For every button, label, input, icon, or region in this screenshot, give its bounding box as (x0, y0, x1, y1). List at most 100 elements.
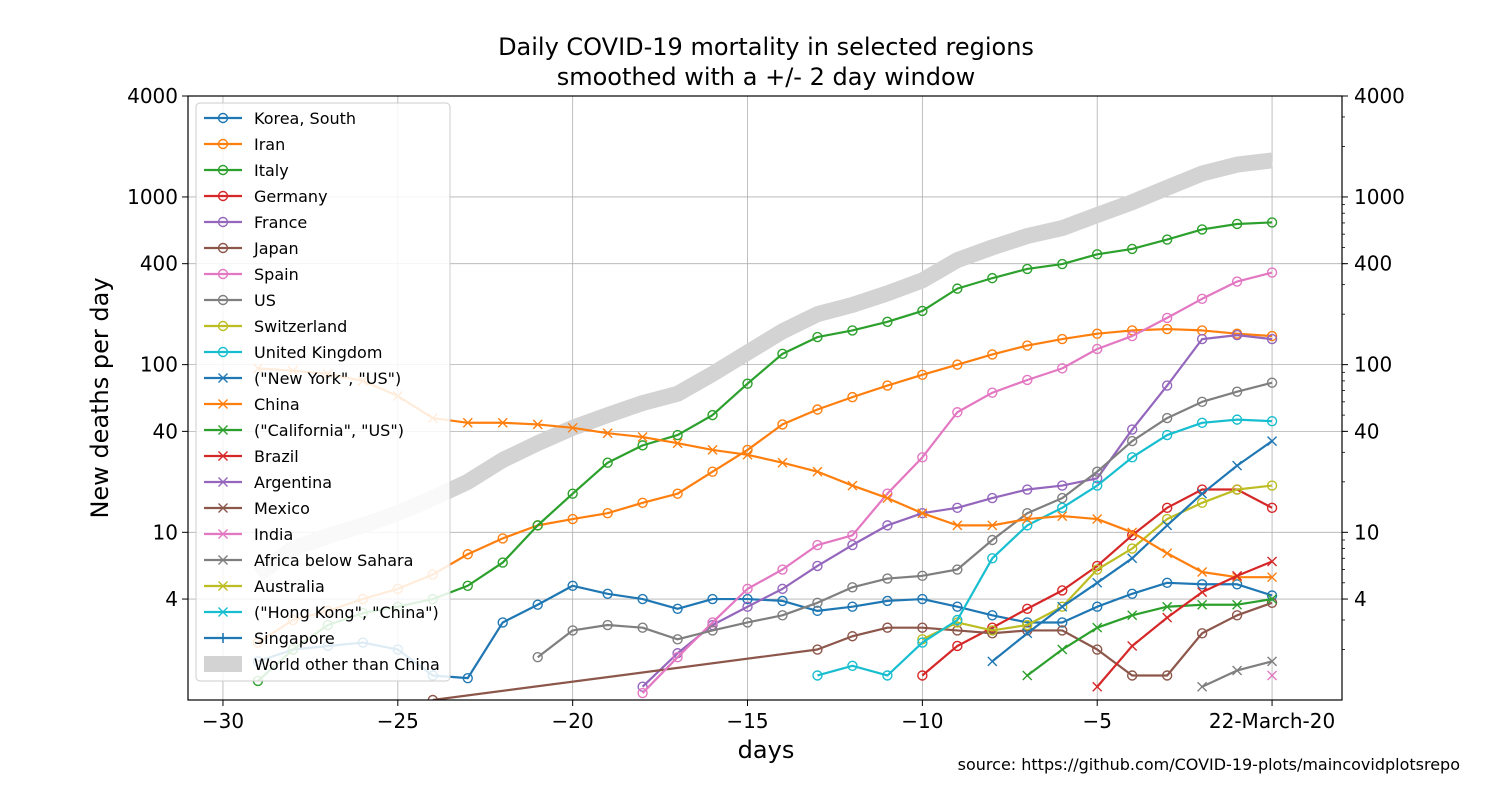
data-point (812, 670, 823, 681)
data-point (987, 628, 998, 639)
data-point (952, 640, 963, 652)
x-tick-label: −10 (901, 709, 943, 733)
x-tick-label: −5 (1082, 709, 1111, 733)
data-point (567, 422, 578, 433)
data-point (777, 457, 788, 468)
data-point (1196, 333, 1208, 345)
legend-marker (217, 268, 229, 280)
series-line (1201, 660, 1273, 688)
legend-marker (218, 555, 228, 565)
data-point (462, 549, 473, 560)
y-tick-label-left: 10 (153, 520, 178, 544)
data-point (1197, 566, 1208, 577)
data-point (777, 583, 788, 595)
data-point (1266, 415, 1278, 427)
data-point (952, 502, 963, 514)
data-point (987, 520, 998, 531)
data-point (1022, 514, 1033, 525)
data-point (1057, 601, 1068, 612)
legend-entry: China (204, 395, 300, 414)
legend-marker (217, 112, 229, 124)
legend-entry: ("California", "US") (204, 421, 404, 440)
data-point (707, 444, 718, 455)
data-point (1266, 267, 1278, 278)
data-point (987, 553, 998, 564)
series-line (921, 484, 1273, 641)
legend-label: China (254, 395, 300, 414)
data-point (1126, 330, 1138, 342)
data-point (812, 466, 823, 477)
legend-label: Switzerland (254, 317, 347, 336)
series-line (991, 440, 1273, 663)
data-point (1161, 412, 1173, 424)
legend-entry: World other than China (204, 655, 440, 674)
data-point (567, 513, 578, 525)
legend-entry: Australia (204, 577, 325, 596)
data-point (882, 316, 893, 328)
series-line (1026, 597, 1273, 677)
series-12 (1022, 594, 1278, 681)
data-point (672, 438, 683, 449)
data-point (1196, 293, 1208, 304)
data-point (672, 634, 683, 645)
data-point (1161, 312, 1173, 324)
data-point (1267, 556, 1278, 567)
data-point (987, 656, 998, 667)
data-point (707, 409, 718, 421)
legend-label: ("Hong Kong", "China") (254, 603, 439, 622)
data-point (1267, 436, 1278, 447)
data-point (847, 539, 858, 551)
y-tick-label-left: 100 (140, 353, 178, 377)
data-point (1267, 670, 1278, 681)
data-point (672, 651, 683, 663)
data-point (1267, 572, 1278, 583)
legend-label: Japan (253, 239, 299, 258)
data-point (1092, 328, 1103, 339)
data-point (847, 631, 858, 642)
data-point (637, 622, 648, 633)
data-point (532, 419, 543, 430)
data-point (1022, 340, 1033, 351)
data-point (637, 593, 648, 605)
data-point (882, 573, 893, 584)
data-point (602, 588, 613, 599)
data-point (1022, 508, 1033, 519)
legend-marker (218, 607, 228, 617)
legend-label: Africa below Sahara (254, 551, 413, 570)
data-point (777, 419, 788, 430)
y-axis-label: New deaths per day (86, 277, 114, 518)
data-point (812, 597, 823, 608)
data-point (1266, 217, 1278, 228)
data-point (847, 530, 858, 541)
series-5 (427, 597, 1278, 700)
legend-entry: Korea, South (204, 109, 356, 128)
data-point (917, 452, 928, 463)
data-point (917, 593, 928, 605)
data-point (1057, 492, 1068, 504)
data-point (1126, 588, 1138, 599)
data-point (987, 610, 998, 621)
data-point (1092, 480, 1103, 491)
data-point (672, 429, 683, 441)
x-tick-label: −20 (552, 709, 594, 733)
x-axis-label: days (738, 736, 795, 764)
data-point (1266, 377, 1278, 388)
data-point (847, 391, 858, 403)
data-point (1161, 429, 1173, 441)
chart-subtitle: smoothed with a +/- 2 day window (557, 63, 976, 91)
source-note: source: https://github.com/COVID-19-plot… (958, 755, 1460, 774)
data-point (987, 625, 998, 636)
data-point (1022, 670, 1033, 681)
data-point (1057, 585, 1068, 596)
data-point (1126, 452, 1138, 463)
data-point (497, 533, 508, 544)
data-point (637, 432, 648, 443)
legend-marker (217, 242, 229, 254)
data-point (882, 520, 893, 531)
legend-label: Mexico (254, 499, 310, 518)
data-point (847, 660, 858, 671)
data-point (672, 488, 683, 499)
data-point (987, 349, 998, 360)
data-point (1197, 488, 1208, 499)
ticks: −30 −25 −20 −15 −10 −5 22-March-20 4 4 10 10 40 40 10… (127, 84, 1405, 733)
